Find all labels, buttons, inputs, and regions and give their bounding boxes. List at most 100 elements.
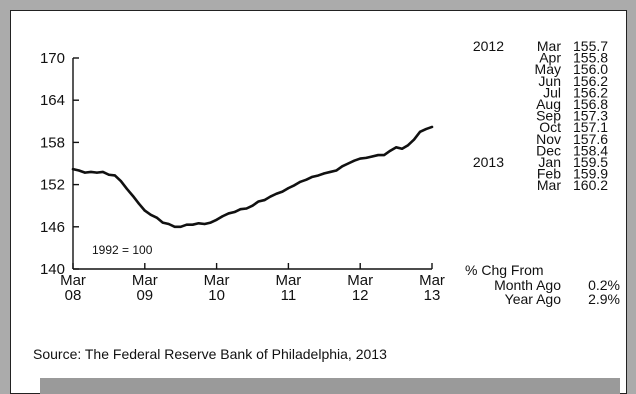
data-point <box>191 223 194 226</box>
data-point <box>233 210 236 214</box>
data-point <box>197 222 200 225</box>
reading-month: Feb <box>537 166 561 182</box>
data-point <box>281 190 284 193</box>
data-point <box>215 218 218 221</box>
data-point <box>101 170 105 174</box>
source-note: Source: The Federal Reserve Bank of Phil… <box>33 346 387 362</box>
data-point <box>329 170 332 174</box>
data-point <box>287 187 290 190</box>
data-point <box>89 170 93 174</box>
data-point <box>203 222 206 226</box>
reading-value: 157.3 <box>573 108 608 124</box>
data-point <box>323 172 326 175</box>
data-point <box>305 178 308 181</box>
data-point <box>221 215 224 218</box>
reading-month: Jun <box>538 73 561 89</box>
data-point <box>424 127 428 131</box>
data-point <box>263 198 266 202</box>
reading-value: 157.1 <box>573 119 608 135</box>
x-tick-label-year: 08 <box>65 287 82 304</box>
reading-value: 156.2 <box>573 73 608 89</box>
reading-month: Jan <box>538 154 561 170</box>
data-point <box>341 165 344 168</box>
data-point <box>389 149 392 152</box>
x-tick-label-month: Mar <box>132 272 158 289</box>
y-tick-label: 140 <box>40 261 65 278</box>
data-point <box>383 153 386 157</box>
footer-bar <box>40 378 620 394</box>
data-point <box>137 202 140 205</box>
data-point <box>347 162 350 165</box>
reading-value: 155.8 <box>573 50 608 66</box>
reading-value: 160.2 <box>573 177 608 193</box>
data-point <box>245 207 248 210</box>
y-tick-label: 164 <box>40 92 65 109</box>
x-tick-label-month: Mar <box>204 272 230 289</box>
data-point <box>161 221 164 224</box>
reading-year: 2012 <box>473 38 504 54</box>
reading-month: Aug <box>536 96 561 112</box>
y-tick-label: 146 <box>40 219 65 236</box>
pct-change-value: 2.9% <box>588 291 620 307</box>
data-point <box>395 146 398 149</box>
data-point <box>299 180 302 183</box>
data-point <box>418 130 422 133</box>
data-point <box>107 173 110 176</box>
data-point <box>119 179 122 183</box>
y-tick-label: 170 <box>40 50 65 67</box>
base-label: 1992 = 100 <box>92 243 153 257</box>
data-point <box>143 209 146 212</box>
reading-month: Mar <box>537 38 561 54</box>
x-tick-label-month: Mar <box>275 272 301 289</box>
y-tick-label: 158 <box>40 134 65 151</box>
reading-value: 156.8 <box>573 96 608 112</box>
data-point <box>167 222 170 226</box>
reading-month: Dec <box>536 142 561 158</box>
pct-change-value: 0.2% <box>588 277 620 293</box>
data-point <box>95 171 99 174</box>
reading-value: 159.5 <box>573 154 608 170</box>
data-point <box>311 175 314 178</box>
x-tick-label-year: 12 <box>352 287 369 304</box>
x-tick-label-year: 13 <box>424 287 441 304</box>
data-point <box>353 159 356 162</box>
data-point <box>430 125 434 129</box>
data-point <box>209 221 212 224</box>
pct-change-label: Month Ago <box>494 277 561 293</box>
data-point <box>359 157 362 160</box>
data-point <box>257 200 260 203</box>
reading-value: 156.0 <box>573 61 608 77</box>
data-point <box>317 174 320 177</box>
reading-month: Mar <box>537 177 561 193</box>
data-point <box>251 204 254 207</box>
reading-value: 158.4 <box>573 142 608 158</box>
reading-value: 156.2 <box>573 84 608 100</box>
data-point <box>185 223 188 226</box>
data-point <box>269 195 272 198</box>
data-point <box>155 216 158 219</box>
data-point <box>335 169 338 172</box>
data-point <box>77 169 81 172</box>
data-point <box>400 147 404 150</box>
data-point <box>371 155 374 158</box>
data-point <box>275 192 278 195</box>
reading-month: Oct <box>539 119 561 135</box>
reading-year: 2013 <box>473 154 504 170</box>
data-point <box>113 174 116 177</box>
data-point <box>83 171 87 174</box>
reading-month: Sep <box>536 108 561 124</box>
data-point <box>149 213 152 216</box>
y-tick-label: 152 <box>40 177 65 194</box>
data-point <box>239 208 242 211</box>
pct-change-label: Year Ago <box>505 291 562 307</box>
chart-panel <box>10 10 627 394</box>
data-point <box>227 212 230 215</box>
reading-month: Jul <box>543 84 561 100</box>
data-point <box>179 225 182 228</box>
x-tick-label-month: Mar <box>60 272 86 289</box>
reading-value: 157.6 <box>573 131 608 147</box>
data-point <box>365 156 368 159</box>
data-point <box>173 225 176 228</box>
reading-month: Apr <box>539 50 561 66</box>
